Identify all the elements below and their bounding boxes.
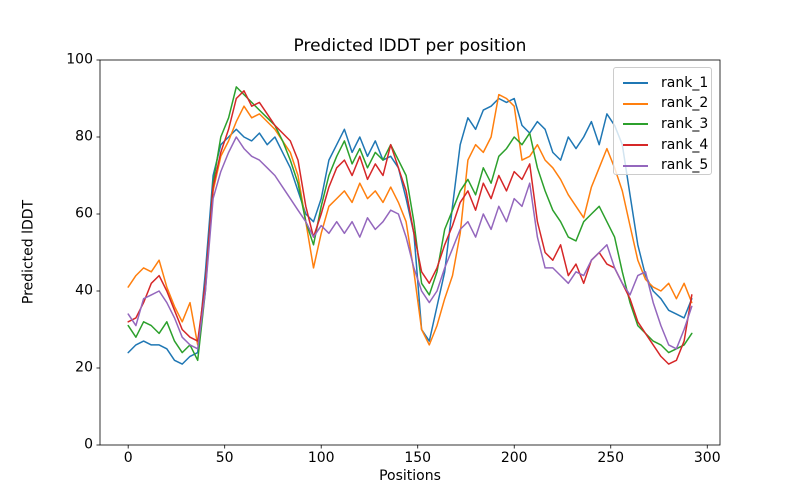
x-axis-label: Positions — [379, 468, 441, 484]
y-tick-label: 80 — [75, 128, 93, 145]
series-line-rank_3 — [127, 86, 693, 362]
series-line-rank_2 — [127, 93, 693, 346]
series-line-rank_5 — [127, 136, 693, 350]
legend-label: rank_5 — [661, 157, 709, 174]
y-axis-label: Predicted lDDT — [20, 199, 37, 305]
x-tick-label: 0 — [123, 450, 133, 466]
legend-label: rank_2 — [661, 95, 709, 112]
x-tick-label: 100 — [307, 450, 335, 466]
x-tick-label: 250 — [597, 450, 625, 466]
x-tick-label: 150 — [404, 450, 432, 466]
legend-item-rank-3: rank_3 — [614, 114, 711, 135]
y-tick-label: 40 — [75, 282, 93, 299]
series-line-rank_1 — [127, 97, 693, 365]
x-tick-label: 200 — [500, 450, 528, 466]
legend-line-sample-rank-3 — [623, 123, 648, 126]
legend-line-sample-rank-4 — [623, 144, 648, 147]
y-tick-label: 0 — [84, 436, 93, 453]
y-tick-label: 100 — [66, 51, 93, 68]
x-tick-label: 50 — [215, 450, 234, 466]
axes-frame — [99, 59, 721, 446]
x-tick-label: 300 — [693, 450, 721, 466]
legend-label: rank_1 — [661, 74, 709, 91]
legend-item-rank-4: rank_4 — [614, 135, 711, 156]
y-tick-label: 60 — [75, 205, 93, 222]
legend-item-rank-2: rank_2 — [614, 94, 711, 115]
legend-line-sample-rank-2 — [623, 102, 648, 105]
legend-label: rank_3 — [661, 115, 709, 132]
y-tick-label: 20 — [75, 359, 93, 376]
legend-label: rank_4 — [661, 136, 709, 153]
series-line-rank_4 — [127, 90, 693, 365]
legend-item-rank-1: rank_1 — [614, 73, 711, 94]
legend: rank_1 rank_2 rank_3 rank_4 rank_5 — [613, 67, 712, 175]
legend-item-rank-5: rank_5 — [614, 155, 711, 176]
legend-line-sample-rank-1 — [623, 82, 648, 85]
chart-title: Predicted lDDT per position — [293, 36, 527, 56]
legend-line-sample-rank-5 — [623, 164, 648, 167]
